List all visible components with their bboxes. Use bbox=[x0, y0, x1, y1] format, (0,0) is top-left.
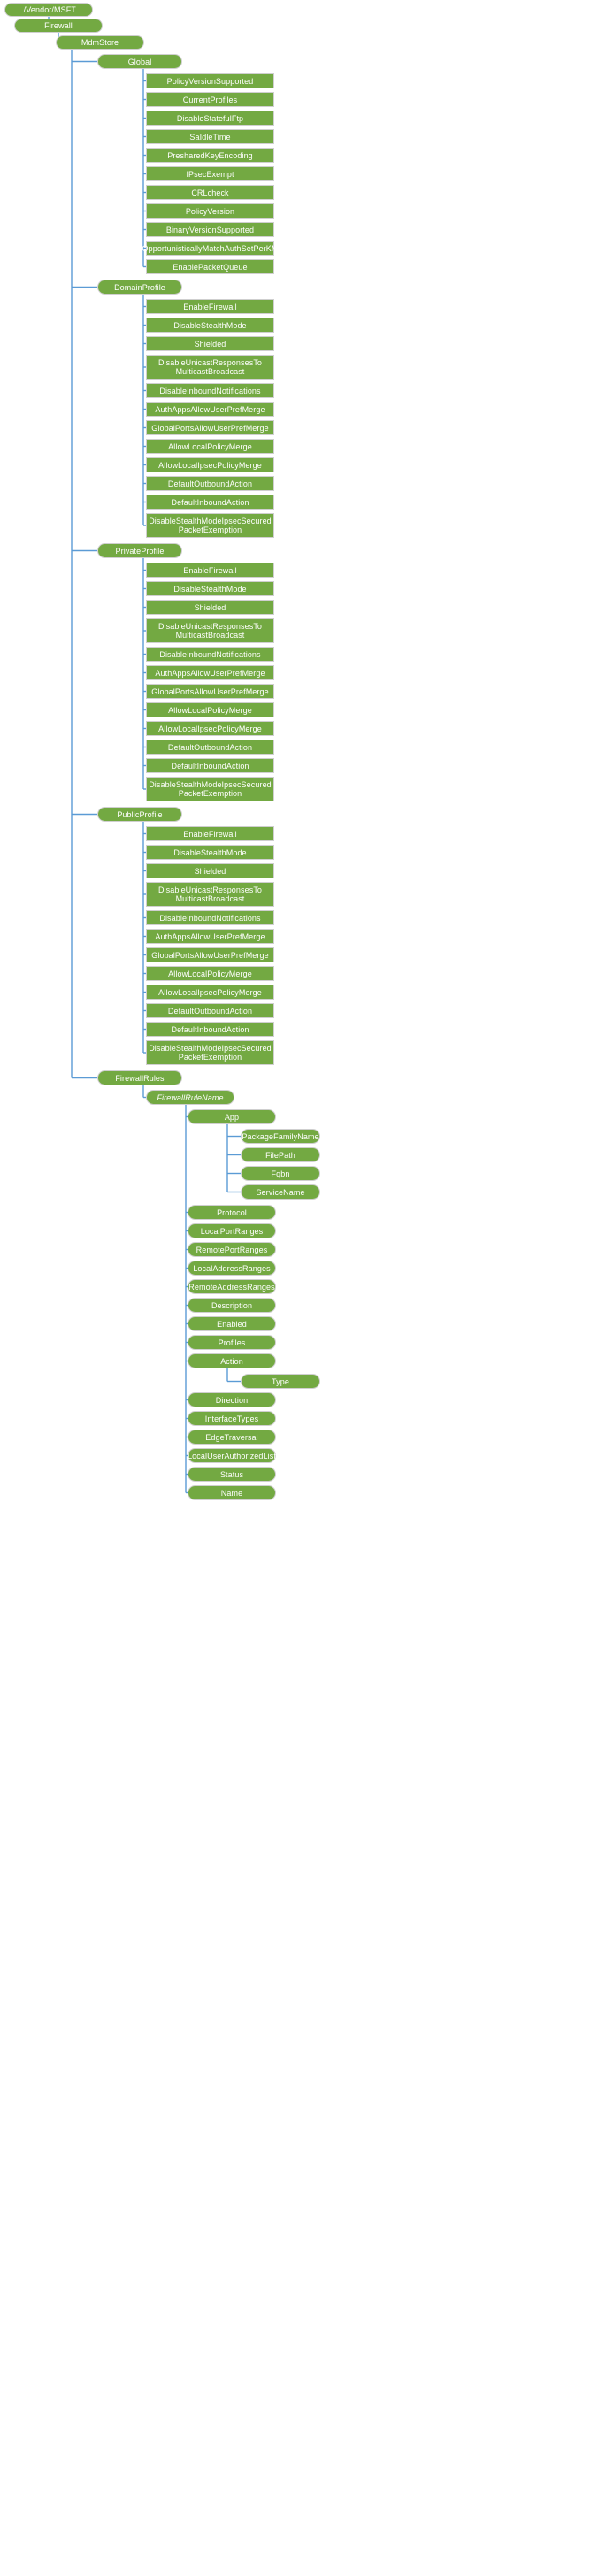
node-privateprofile-shielded[interactable]: Shielded bbox=[146, 600, 274, 615]
node-rule-direction[interactable]: Direction bbox=[188, 1392, 276, 1407]
node-privateprofile-disablestealthmode[interactable]: DisableStealthMode bbox=[146, 581, 274, 596]
node-domainprofile-disableinboundnotifications[interactable]: DisableInboundNotifications bbox=[146, 383, 274, 398]
node-global-disablestatefulftp[interactable]: DisableStatefulFtp bbox=[146, 111, 274, 126]
node-domainprofile-defaultoutboundaction[interactable]: DefaultOutboundAction bbox=[146, 476, 274, 491]
node-publicprofile-disableinboundnotifications[interactable]: DisableInboundNotifications bbox=[146, 910, 274, 925]
node-rule-remoteaddressranges[interactable]: RemoteAddressRanges bbox=[188, 1279, 276, 1294]
node-domainprofile-defaultinboundaction[interactable]: DefaultInboundAction bbox=[146, 494, 274, 510]
node-rule-name[interactable]: Name bbox=[188, 1485, 276, 1500]
node-global-crlcheck[interactable]: CRLcheck bbox=[146, 185, 274, 200]
node-rule-profiles[interactable]: Profiles bbox=[188, 1335, 276, 1350]
node-privateprofile-allowlocalpolicymerge[interactable]: AllowLocalPolicyMerge bbox=[146, 702, 274, 717]
node-publicprofile-defaultinboundaction[interactable]: DefaultInboundAction bbox=[146, 1022, 274, 1037]
node-rule-description[interactable]: Description bbox=[188, 1298, 276, 1313]
node-publicprofile-disablestealthmode[interactable]: DisableStealthMode bbox=[146, 845, 274, 860]
node-firewallrules[interactable]: FirewallRules bbox=[97, 1070, 182, 1085]
node-rule-edgetraversal[interactable]: EdgeTraversal bbox=[188, 1430, 276, 1445]
node-rule-interfacetypes[interactable]: InterfaceTypes bbox=[188, 1411, 276, 1426]
node-privateprofile-disablestealthmodeipsecsecured-packetexemption[interactable]: DisableStealthModeIpsecSecured PacketExe… bbox=[146, 777, 274, 801]
node-publicprofile-allowlocalipsecpolicymerge[interactable]: AllowLocalIpsecPolicyMerge bbox=[146, 985, 274, 1000]
node-privateprofile-disableunicastresponsesto-multicastbroadcast[interactable]: DisableUnicastResponsesTo MulticastBroad… bbox=[146, 618, 274, 643]
node-privateprofile-defaultoutboundaction[interactable]: DefaultOutboundAction bbox=[146, 740, 274, 755]
node-rule-localportranges[interactable]: LocalPortRanges bbox=[188, 1223, 276, 1238]
node-publicprofile-disableunicastresponsesto-multicastbroadcast[interactable]: DisableUnicastResponsesTo MulticastBroad… bbox=[146, 882, 274, 907]
node-domainprofile-allowlocalipsecpolicymerge[interactable]: AllowLocalIpsecPolicyMerge bbox=[146, 457, 274, 472]
node-root[interactable]: ./Vendor/MSFT bbox=[4, 3, 93, 17]
node-domainprofile-allowlocalpolicymerge[interactable]: AllowLocalPolicyMerge bbox=[146, 439, 274, 454]
node-global-presharedkeyencoding[interactable]: PresharedKeyEncoding bbox=[146, 148, 274, 163]
node-global-binaryversionsupported[interactable]: BinaryVersionSupported bbox=[146, 222, 274, 237]
node-domainprofile-authappsallowuserprefmerge[interactable]: AuthAppsAllowUserPrefMerge bbox=[146, 402, 274, 417]
node-mdmstore[interactable]: MdmStore bbox=[56, 35, 144, 50]
node-global-opportunisticallymatchauthsetperkm[interactable]: OpportunisticallyMatchAuthSetPerKM bbox=[142, 241, 278, 256]
node-publicprofile-globalportsallowuserprefmerge[interactable]: GlobalPortsAllowUserPrefMerge bbox=[146, 947, 274, 962]
node-privateprofile[interactable]: PrivateProfile bbox=[97, 543, 182, 558]
node-firewallrulename[interactable]: FirewallRuleName bbox=[146, 1090, 234, 1105]
node-rule-localuserauthorizedlist[interactable]: LocalUserAuthorizedList bbox=[188, 1448, 276, 1463]
node-publicprofile-disablestealthmodeipsecsecured-packetexemption[interactable]: DisableStealthModeIpsecSecured PacketExe… bbox=[146, 1040, 274, 1065]
node-privateprofile-disableinboundnotifications[interactable]: DisableInboundNotifications bbox=[146, 647, 274, 662]
node-domainprofile-disableunicastresponsesto-multicastbroadcast[interactable]: DisableUnicastResponsesTo MulticastBroad… bbox=[146, 355, 274, 380]
node-publicprofile-shielded[interactable]: Shielded bbox=[146, 863, 274, 878]
node-privateprofile-allowlocalipsecpolicymerge[interactable]: AllowLocalIpsecPolicyMerge bbox=[146, 721, 274, 736]
node-domainprofile-shielded[interactable]: Shielded bbox=[146, 336, 274, 351]
node-publicprofile-allowlocalpolicymerge[interactable]: AllowLocalPolicyMerge bbox=[146, 966, 274, 981]
node-rule-localaddressranges[interactable]: LocalAddressRanges bbox=[188, 1261, 276, 1276]
node-publicprofile-enablefirewall[interactable]: EnableFirewall bbox=[146, 826, 274, 841]
node-rule-action[interactable]: Action bbox=[188, 1353, 276, 1368]
node-rule-protocol[interactable]: Protocol bbox=[188, 1205, 276, 1220]
node-domainprofile-enablefirewall[interactable]: EnableFirewall bbox=[146, 299, 274, 314]
node-domainprofile-globalportsallowuserprefmerge[interactable]: GlobalPortsAllowUserPrefMerge bbox=[146, 420, 274, 435]
node-global-saidletime[interactable]: SaIdleTime bbox=[146, 129, 274, 144]
node-global[interactable]: Global bbox=[97, 54, 182, 69]
node-domainprofile[interactable]: DomainProfile bbox=[97, 280, 182, 295]
node-publicprofile[interactable]: PublicProfile bbox=[97, 807, 182, 822]
node-rule-enabled[interactable]: Enabled bbox=[188, 1316, 276, 1331]
node-publicprofile-defaultoutboundaction[interactable]: DefaultOutboundAction bbox=[146, 1003, 274, 1018]
node-privateprofile-authappsallowuserprefmerge[interactable]: AuthAppsAllowUserPrefMerge bbox=[146, 665, 274, 680]
node-app-servicename[interactable]: ServiceName bbox=[241, 1184, 320, 1200]
node-publicprofile-authappsallowuserprefmerge[interactable]: AuthAppsAllowUserPrefMerge bbox=[146, 929, 274, 944]
node-app-filepath[interactable]: FilePath bbox=[241, 1147, 320, 1162]
node-rule-status[interactable]: Status bbox=[188, 1467, 276, 1482]
node-rule-remoteportranges[interactable]: RemotePortRanges bbox=[188, 1242, 276, 1257]
node-global-ipsecexempt[interactable]: IPsecExempt bbox=[146, 166, 274, 181]
node-privateprofile-globalportsallowuserprefmerge[interactable]: GlobalPortsAllowUserPrefMerge bbox=[146, 684, 274, 699]
node-domainprofile-disablestealthmode[interactable]: DisableStealthMode bbox=[146, 318, 274, 333]
node-domainprofile-disablestealthmodeipsecsecured-packetexemption[interactable]: DisableStealthModeIpsecSecured PacketExe… bbox=[146, 513, 274, 538]
node-app[interactable]: App bbox=[188, 1109, 276, 1124]
node-global-enablepacketqueue[interactable]: EnablePacketQueue bbox=[146, 259, 274, 274]
node-global-policyversion[interactable]: PolicyVersion bbox=[146, 203, 274, 218]
node-app-packagefamilyname[interactable]: PackageFamilyName bbox=[241, 1129, 320, 1144]
node-privateprofile-enablefirewall[interactable]: EnableFirewall bbox=[146, 563, 274, 578]
node-privateprofile-defaultinboundaction[interactable]: DefaultInboundAction bbox=[146, 758, 274, 773]
node-global-currentprofiles[interactable]: CurrentProfiles bbox=[146, 92, 274, 107]
node-global-policyversionsupported[interactable]: PolicyVersionSupported bbox=[146, 73, 274, 88]
node-app-fqbn[interactable]: Fqbn bbox=[241, 1166, 320, 1181]
node-type[interactable]: Type bbox=[241, 1374, 320, 1389]
node-firewall[interactable]: Firewall bbox=[14, 19, 103, 33]
